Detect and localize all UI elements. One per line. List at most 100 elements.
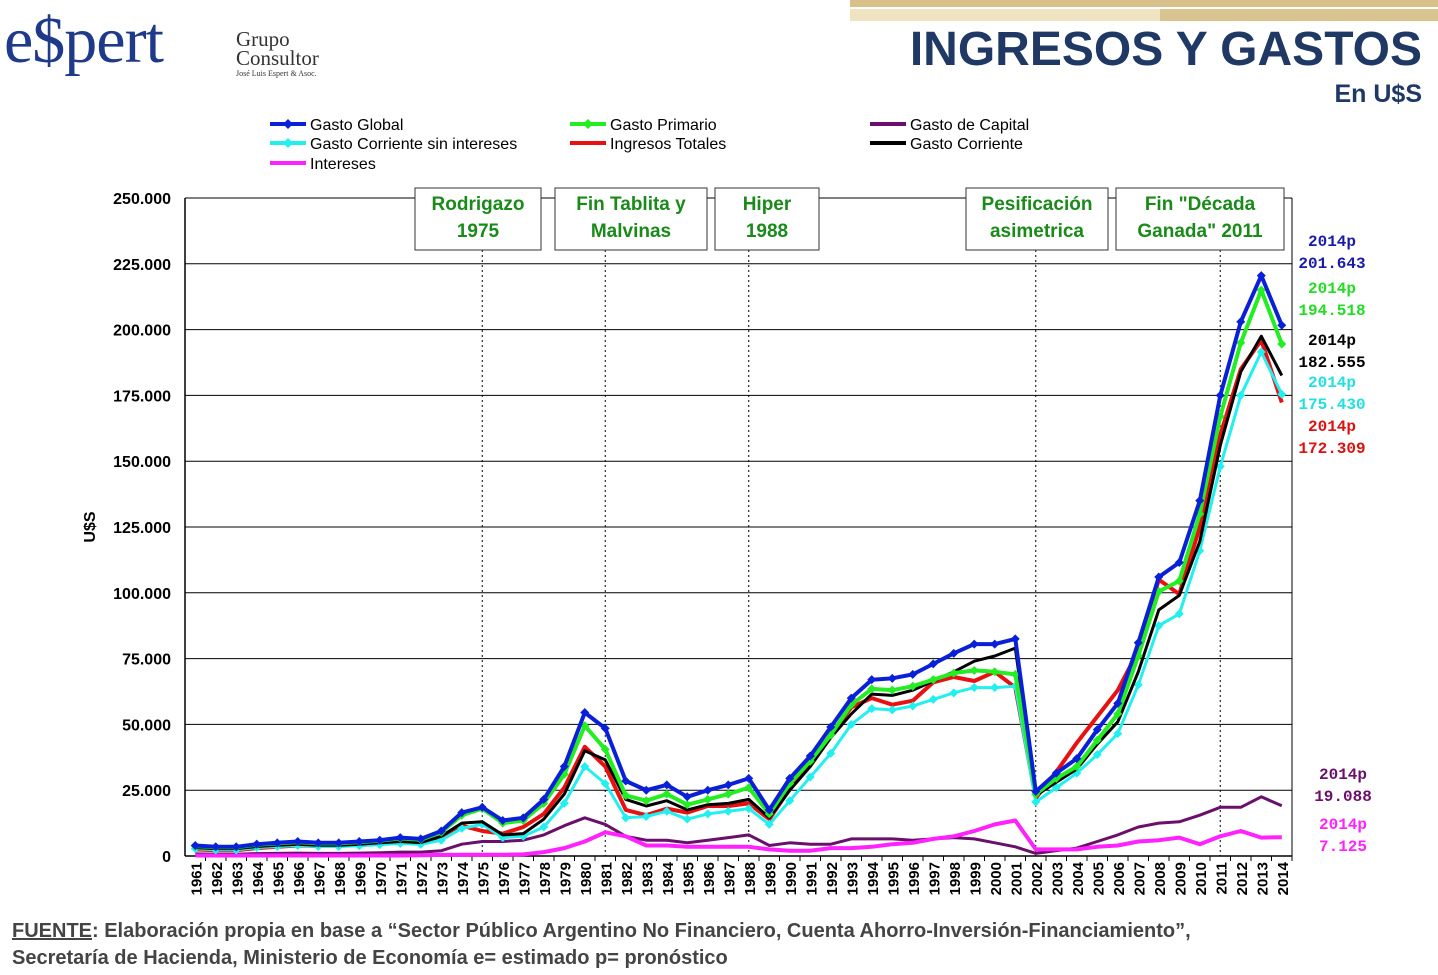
- data-point: [785, 773, 795, 783]
- data-point: [1174, 576, 1184, 586]
- x-tick-label: 1981: [598, 862, 615, 895]
- x-tick-label: 1993: [844, 862, 861, 895]
- legend-label: Gasto Primario: [610, 117, 717, 134]
- x-tick-label: 1988: [742, 862, 759, 895]
- event-annotation-label: Fin Tablita y: [576, 194, 686, 215]
- end-value-year-label: 2014p: [1319, 766, 1367, 784]
- x-tick-label: 1994: [865, 861, 882, 895]
- data-point: [826, 748, 836, 758]
- data-point: [580, 762, 590, 772]
- data-point: [867, 704, 877, 714]
- line-chart: 0 25.000 50.000 75.000 100.000 125.000 150.000…: [82, 117, 1372, 895]
- y-tick-label: 125.000: [113, 520, 171, 537]
- logo-wordmark: e$pert: [4, 4, 164, 77]
- data-point: [1113, 709, 1123, 719]
- x-tick-label: 2005: [1090, 862, 1107, 895]
- data-point: [621, 776, 631, 786]
- data-point: [703, 809, 713, 819]
- data-point: [785, 796, 795, 806]
- x-tick-label: 1962: [209, 862, 226, 895]
- data-point: [867, 684, 877, 694]
- data-point: [641, 796, 651, 806]
- x-tick-label: 1979: [557, 862, 574, 895]
- data-point: [231, 842, 241, 852]
- data-point: [621, 813, 631, 823]
- legend-label: Gasto Corriente sin intereses: [310, 136, 517, 153]
- end-value-label: 19.088: [1314, 788, 1372, 806]
- end-value-year-label: 2014p: [1308, 418, 1356, 436]
- logo-tagline: José Luis Espert & Asoc.: [236, 69, 317, 78]
- source-text-line-2: Secretaría de Hacienda, Ministerio de Ec…: [12, 947, 728, 969]
- x-tick-label: 1998: [947, 862, 964, 895]
- data-point: [887, 685, 897, 695]
- source-footnote: FUENTE: Elaboración propia en base a “Se…: [12, 918, 1432, 972]
- data-point: [190, 840, 200, 850]
- data-point: [723, 780, 733, 790]
- end-value-year-label: 2014p: [1308, 332, 1356, 350]
- x-tick-label: 2002: [1029, 862, 1046, 895]
- data-point: [498, 815, 508, 825]
- x-tick-label: 1976: [496, 862, 513, 895]
- event-annotation-box: [714, 187, 820, 251]
- logo-line-2: Consultor: [236, 46, 319, 70]
- x-tick-label: 1987: [721, 862, 738, 895]
- x-tick-label: 1969: [352, 862, 369, 895]
- data-point: [539, 822, 549, 832]
- x-tick-label: 2004: [1070, 861, 1087, 895]
- data-point: [600, 723, 610, 733]
- series-line: [195, 338, 1284, 853]
- data-point: [805, 772, 815, 782]
- y-axis-title: U$S: [82, 511, 99, 542]
- event-annotation-label: 1988: [746, 221, 788, 242]
- data-point: [1010, 669, 1020, 679]
- y-tick-label: 225.000: [113, 257, 171, 274]
- x-tick-label: 1973: [434, 862, 451, 895]
- data-point: [928, 675, 938, 685]
- x-tick-label: 1984: [660, 861, 677, 895]
- x-tick-label: 2014: [1275, 861, 1292, 895]
- series-line: [195, 795, 1283, 856]
- legend-marker: [583, 119, 593, 129]
- data-point: [744, 773, 754, 783]
- legend-label: Gasto de Capital: [910, 117, 1029, 134]
- data-point: [682, 792, 692, 802]
- data-point: [354, 837, 364, 847]
- data-point: [846, 719, 856, 729]
- x-tick-label: 1968: [332, 862, 349, 895]
- data-point: [395, 833, 405, 843]
- data-point: [1195, 509, 1205, 519]
- event-annotation-label: Fin "Década: [1145, 194, 1256, 215]
- data-point: [990, 639, 1000, 649]
- legend-label: Gasto Global: [310, 117, 403, 134]
- event-annotation-label: Pesificación: [982, 194, 1093, 215]
- data-point: [928, 694, 938, 704]
- data-point: [1072, 762, 1082, 772]
- data-point: [723, 806, 733, 816]
- header-decoration-bar: [1160, 9, 1438, 21]
- company-logo: e$pert Grupo Consultor José Luis Espert …: [4, 2, 344, 100]
- y-tick-label: 150.000: [113, 454, 171, 471]
- data-point: [1174, 558, 1184, 568]
- data-point: [1215, 390, 1225, 400]
- data-point: [1133, 638, 1143, 648]
- data-point: [826, 722, 836, 732]
- x-tick-label: 1985: [680, 862, 697, 895]
- x-tick-label: 2006: [1111, 862, 1128, 895]
- end-value-label: 194.518: [1298, 302, 1365, 320]
- data-point: [375, 835, 385, 845]
- data-point: [682, 814, 692, 824]
- data-point: [1113, 729, 1123, 739]
- y-tick-label: 25.000: [122, 783, 171, 800]
- data-point: [1236, 317, 1246, 327]
- data-point: [1174, 609, 1184, 619]
- x-tick-label: 1967: [311, 862, 328, 895]
- data-point: [764, 805, 774, 815]
- data-point: [662, 806, 672, 816]
- data-point: [682, 800, 692, 810]
- data-point: [436, 826, 446, 836]
- x-tick-label: 2000: [988, 862, 1005, 895]
- event-annotation-label: Ganada" 2011: [1137, 221, 1263, 242]
- x-tick-label: 1997: [926, 862, 943, 895]
- data-point: [313, 838, 323, 848]
- data-point: [539, 794, 549, 804]
